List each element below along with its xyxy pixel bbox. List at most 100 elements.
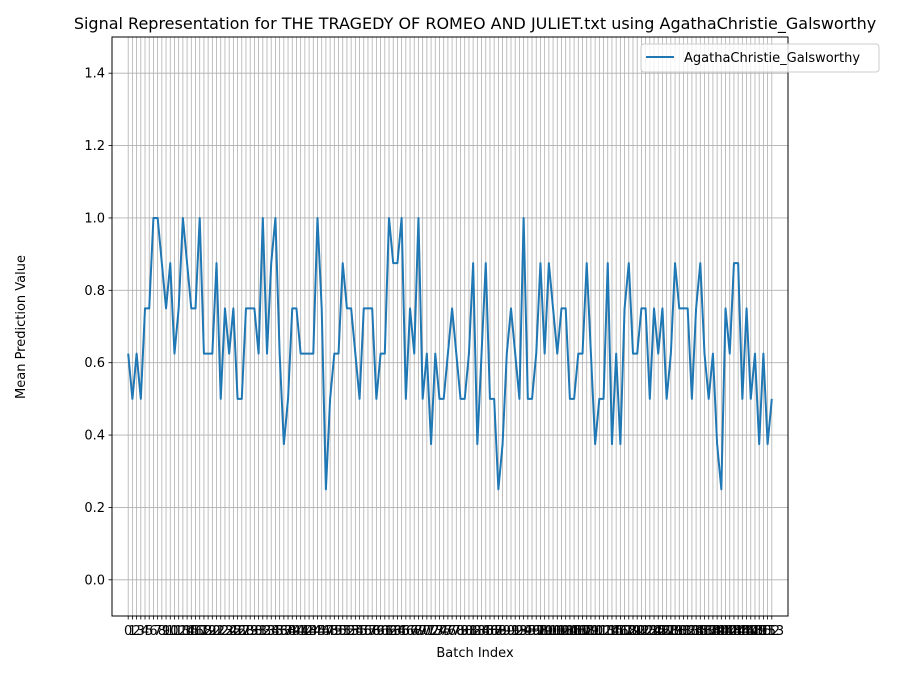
x-tick-label: 13 — [175, 624, 192, 639]
x-tick-label: 133 — [675, 624, 700, 639]
x-tick-label: 145 — [726, 624, 751, 639]
x-tick-label: 51 — [334, 624, 351, 639]
series-layer — [127, 216, 773, 491]
x-tick-label: 18 — [196, 624, 213, 639]
x-tick-label: 38 — [280, 624, 297, 639]
x-tick-label: 39 — [284, 624, 301, 639]
x-tick-label: 24 — [221, 624, 238, 639]
x-tick-label: 116 — [604, 624, 629, 639]
x-tick-label: 89 — [494, 624, 511, 639]
x-tick-label: 100 — [536, 624, 561, 639]
x-tick-label: 139 — [700, 624, 725, 639]
x-tick-label: 146 — [730, 624, 755, 639]
x-tick-label: 71 — [419, 624, 436, 639]
x-tick-label: 96 — [524, 624, 541, 639]
legend-label: AgathaChristie_Galsworthy — [684, 51, 860, 66]
chart-title: Signal Representation for THE TRAGEDY OF… — [74, 14, 876, 34]
x-tick-label: 4 — [141, 624, 149, 639]
x-tick-label: 22 — [212, 624, 229, 639]
y-tick-label: 0.4 — [84, 429, 105, 444]
x-tick-label: 42 — [297, 624, 314, 639]
x-tick-label: 99 — [536, 624, 553, 639]
x-tick-label: 34 — [263, 624, 280, 639]
x-tick-label: 31 — [250, 624, 267, 639]
x-tick-label: 103 — [549, 624, 574, 639]
x-tick-label: 57 — [360, 624, 377, 639]
x-tick-label: 15 — [183, 624, 200, 639]
x-tick-label: 7 — [154, 624, 162, 639]
x-tick-label: 80 — [456, 624, 473, 639]
x-tick-label: 79 — [452, 624, 469, 639]
x-tick-label: 152 — [755, 624, 780, 639]
x-tick-label: 70 — [414, 624, 431, 639]
x-tick-label: 84 — [473, 624, 490, 639]
x-tick-label: 87 — [486, 624, 503, 639]
x-tick-label: 61 — [377, 624, 394, 639]
x-tick-label: 23 — [217, 624, 234, 639]
x-tick-label: 48 — [322, 624, 339, 639]
y-axis-ticks: 0.0 0.2 0.4 0.6 0.8 1.0 1.2 1.4 — [84, 67, 112, 588]
x-tick-label: 54 — [347, 624, 364, 639]
y-tick-label: 0.2 — [84, 501, 105, 516]
x-tick-label: 88 — [490, 624, 507, 639]
x-tick-label: 126 — [646, 624, 671, 639]
x-tick-label: 129 — [658, 624, 683, 639]
x-tick-label: 8 — [158, 624, 166, 639]
x-tick-label: 127 — [650, 624, 675, 639]
y-tick-label: 0.0 — [84, 573, 105, 588]
x-tick-label: 105 — [557, 624, 582, 639]
x-tick-label: 49 — [326, 624, 343, 639]
x-tick-label: 107 — [566, 624, 591, 639]
x-tick-label: 1 — [128, 624, 136, 639]
y-tick-label: 1.4 — [84, 67, 105, 82]
y-tick-label: 1.2 — [84, 139, 105, 154]
x-tick-label: 122 — [629, 624, 654, 639]
x-tick-label: 91 — [503, 624, 520, 639]
x-tick-label: 92 — [507, 624, 524, 639]
x-tick-label: 41 — [292, 624, 309, 639]
x-tick-label: 14 — [179, 624, 196, 639]
x-tick-label: 141 — [709, 624, 734, 639]
x-tick-label: 16 — [187, 624, 204, 639]
x-axis-ticks: 0123456789101112131415161718192021222324… — [124, 616, 784, 639]
x-tick-label: 69 — [410, 624, 427, 639]
x-tick-label: 72 — [423, 624, 440, 639]
x-tick-label: 148 — [738, 624, 763, 639]
x-tick-label: 81 — [461, 624, 478, 639]
x-tick-label: 121 — [625, 624, 650, 639]
x-tick-label: 75 — [435, 624, 452, 639]
x-tick-label: 3 — [137, 624, 145, 639]
x-tick-label: 65 — [393, 624, 410, 639]
x-tick-label: 132 — [671, 624, 696, 639]
x-tick-label: 124 — [637, 624, 662, 639]
x-tick-label: 125 — [642, 624, 667, 639]
x-tick-label: 82 — [465, 624, 482, 639]
x-tick-label: 138 — [696, 624, 721, 639]
x-tick-label: 27 — [234, 624, 251, 639]
x-tick-label: 25 — [225, 624, 242, 639]
x-tick-label: 37 — [276, 624, 293, 639]
x-tick-label: 40 — [288, 624, 305, 639]
x-tick-label: 142 — [713, 624, 738, 639]
x-tick-label: 30 — [246, 624, 263, 639]
x-tick-label: 83 — [469, 624, 486, 639]
x-tick-label: 46 — [313, 624, 330, 639]
x-tick-label: 6 — [149, 624, 157, 639]
x-tick-label: 110 — [579, 624, 604, 639]
x-tick-label: 77 — [444, 624, 461, 639]
x-tick-label: 109 — [574, 624, 599, 639]
x-tick-label: 2 — [132, 624, 140, 639]
x-tick-label: 111 — [583, 624, 608, 639]
x-tick-label: 55 — [351, 624, 368, 639]
x-tick-label: 60 — [372, 624, 389, 639]
x-tick-label: 12 — [170, 624, 187, 639]
x-tick-label: 78 — [448, 624, 465, 639]
x-tick-label: 45 — [309, 624, 326, 639]
x-tick-label: 90 — [499, 624, 516, 639]
x-tick-label: 33 — [259, 624, 276, 639]
x-tick-label: 106 — [562, 624, 587, 639]
x-grid — [127, 37, 773, 616]
x-tick-label: 53 — [343, 624, 360, 639]
y-tick-label: 0.8 — [84, 284, 105, 299]
x-tick-label: 59 — [368, 624, 385, 639]
